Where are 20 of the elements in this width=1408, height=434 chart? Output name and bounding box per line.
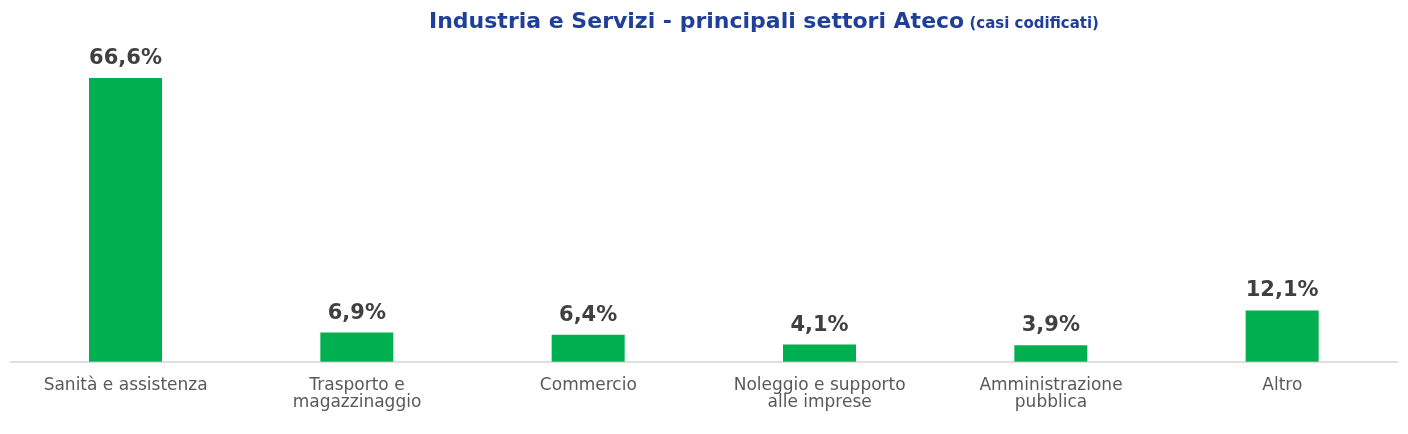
data-label: 4,1%	[790, 311, 849, 336]
x-tick-label: Sanità e assistenza	[43, 374, 208, 395]
bar	[1014, 345, 1088, 362]
bar	[551, 334, 625, 362]
data-label: 6,4%	[559, 301, 618, 326]
data-label: 12,1%	[1245, 277, 1319, 302]
bar	[1245, 310, 1319, 362]
bar	[89, 78, 162, 362]
x-tick-label: Amministrazione pubblica	[979, 374, 1123, 412]
chart-subtitle: (casi codificati)	[968, 14, 1099, 32]
data-label: 6,9%	[327, 299, 386, 324]
x-tick-label: Altro	[1262, 374, 1303, 395]
bar	[783, 344, 856, 362]
x-tick-label: Commercio	[539, 374, 637, 395]
x-tick-label: Noleggio e supporto alle imprese	[733, 374, 906, 412]
data-label: 3,9%	[1021, 312, 1080, 337]
bar	[320, 332, 394, 362]
x-tick-label: Trasporto e magazzinaggio	[292, 374, 422, 412]
data-label: 66,6%	[89, 45, 162, 69]
chart-title: Industria e Servizi - principali settori Ateco	[429, 8, 965, 33]
